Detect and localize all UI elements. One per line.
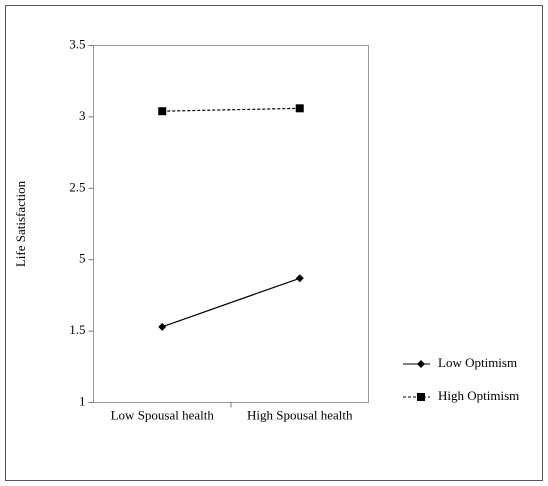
y-tick-label: 1.5 [69, 322, 85, 337]
series-line [162, 277, 300, 328]
y-tick-label: 2.5 [69, 179, 85, 194]
x-tick-label: High Spousal health [247, 407, 353, 422]
y-tick-label: 3.5 [69, 36, 85, 51]
legend-label: High Optimism [438, 388, 519, 403]
point [158, 107, 167, 116]
legend-marker [417, 393, 425, 401]
series-line [162, 107, 300, 112]
plot-area [93, 45, 369, 403]
chart-frame [5, 5, 543, 481]
y-tick-label: 5 [79, 251, 86, 266]
legend-marker [417, 360, 425, 368]
point [295, 274, 304, 283]
x-tick-label: Low Spousal health [111, 407, 215, 422]
point [295, 104, 304, 113]
y-tick-label: 3 [79, 108, 86, 123]
legend-label: Low Optimism [438, 355, 517, 370]
y-axis-label: Life Satisfaction [13, 180, 28, 267]
point [158, 322, 167, 331]
y-tick-label: 1 [79, 393, 86, 408]
